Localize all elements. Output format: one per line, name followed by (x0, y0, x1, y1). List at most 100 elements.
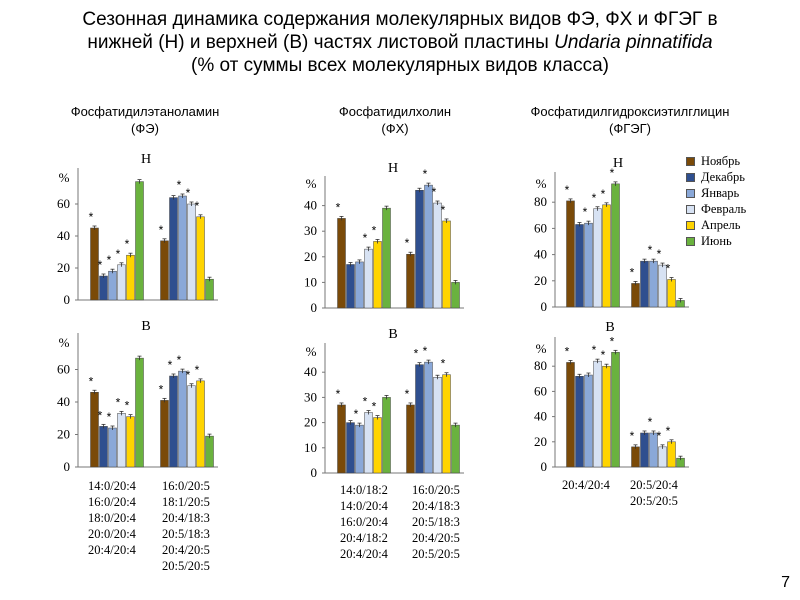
significance-asterisk: * (125, 237, 130, 251)
section-header-pe-name: Фосфатидилэтаноламин (70, 104, 220, 119)
significance-asterisk: * (423, 344, 428, 358)
significance-asterisk: * (610, 334, 615, 348)
legend-item: Январь (686, 185, 746, 201)
bar (593, 360, 602, 468)
bar (178, 195, 187, 301)
significance-asterisk: * (630, 429, 635, 443)
significance-asterisk: * (107, 410, 112, 424)
category-label-line: 16:0/20:5 (412, 483, 460, 497)
significance-asterisk: * (583, 205, 588, 219)
bar (406, 404, 415, 474)
bar (196, 216, 205, 301)
y-tick-label: 40 (304, 198, 317, 213)
significance-asterisk: * (195, 363, 200, 377)
bar (433, 376, 442, 474)
category-label-line: 14:0/20:4 (340, 499, 388, 513)
category-label-line: 20:4/20:4 (340, 547, 388, 561)
bar (90, 392, 99, 468)
legend-label: Июнь (701, 233, 732, 248)
bar (575, 224, 584, 308)
bar (631, 446, 640, 468)
bar (667, 279, 676, 308)
significance-asterisk: * (565, 344, 570, 358)
significance-asterisk: * (125, 399, 130, 413)
section-header-dghe-abbr: (ФГЭГ) (609, 121, 651, 136)
bar (178, 370, 187, 468)
category-label-line: 20:4/18:3 (412, 499, 460, 513)
category-label-line: 20:5/20:5 (412, 547, 460, 561)
category-label-line: 14:0/18:2 (340, 483, 388, 497)
significance-asterisk: * (432, 185, 437, 199)
bar (364, 412, 373, 474)
significance-asterisk: * (372, 223, 377, 237)
title-line-2-text: нижней (Н) и верхней (В) частях листовой… (87, 32, 549, 53)
bar (99, 426, 108, 468)
y-axis-label: % (59, 170, 70, 185)
bar (160, 400, 169, 468)
bar (415, 189, 424, 309)
significance-asterisk: * (414, 347, 419, 361)
significance-asterisk: * (195, 199, 200, 213)
bar (433, 202, 442, 309)
y-tick-label: 20 (304, 249, 317, 264)
legend-item: Апрель (686, 217, 746, 233)
significance-asterisk: * (630, 265, 635, 279)
category-label-line: 20:5/20:5 (630, 494, 678, 508)
significance-asterisk: * (666, 424, 671, 438)
category-label-line: 20:4/20:4 (88, 543, 136, 557)
bar (364, 248, 373, 309)
bar (611, 352, 620, 468)
bar (346, 264, 355, 309)
bar (373, 241, 382, 309)
significance-asterisk: * (405, 236, 410, 250)
y-tick-label: 10 (304, 440, 317, 455)
bar (424, 361, 433, 474)
bar (575, 376, 584, 468)
bar (584, 374, 593, 468)
bar (584, 222, 593, 308)
bar (196, 380, 205, 468)
y-tick-label: 0 (541, 459, 548, 474)
legend-label: Январь (701, 185, 740, 200)
y-tick-label: 40 (57, 228, 70, 243)
bar (424, 184, 433, 309)
legend-label: Ноябрь (701, 153, 741, 168)
y-tick-label: 40 (304, 364, 317, 379)
bar (602, 204, 611, 308)
bar (108, 270, 117, 301)
title-line-2: нижней (Н) и верхней (В) частях листовой… (0, 31, 800, 54)
y-axis-label: % (59, 335, 70, 350)
category-label-line: 16:0/20:5 (162, 479, 210, 493)
legend-swatch (686, 172, 695, 182)
significance-asterisk: * (657, 429, 662, 443)
legend-swatch (686, 156, 695, 166)
significance-asterisk: * (159, 382, 164, 396)
significance-asterisk: * (592, 191, 597, 205)
pc-category-2-labels: 16:0/20:5 20:4/18:3 20:5/18:3 20:4/20:5 20:5… (412, 482, 460, 562)
y-tick-label: 60 (57, 196, 70, 211)
panel-title: В (388, 327, 397, 342)
title-line-3: (% от суммы всех молекулярных видов клас… (191, 55, 609, 76)
slide-title: Сезонная динамика содержания молекулярны… (0, 8, 800, 77)
y-tick-label: 80 (534, 358, 547, 373)
significance-asterisk: * (98, 408, 103, 422)
legend-swatch (686, 204, 695, 214)
y-tick-label: 20 (304, 415, 317, 430)
bar (169, 375, 178, 468)
y-tick-label: 0 (311, 300, 318, 315)
y-axis-label: % (536, 176, 547, 191)
significance-asterisk: * (89, 210, 94, 224)
dghe-category-2-labels: 20:5/20:4 20:5/20:5 (630, 477, 678, 509)
section-header-pc-name: Фосфатидилхолин (338, 104, 452, 119)
bar (355, 261, 364, 309)
y-tick-label: 0 (311, 465, 318, 480)
y-tick-label: 20 (57, 260, 70, 275)
significance-asterisk: * (168, 358, 173, 372)
significance-asterisk: * (186, 186, 191, 200)
y-tick-label: 0 (64, 292, 71, 307)
category-label-line: 20:4/20:4 (562, 478, 610, 492)
legend-label: Апрель (701, 217, 741, 232)
legend-swatch (686, 220, 695, 230)
section-header-dghe: Фосфатидилгидроксиэтилглицин (ФГЭГ) (500, 103, 760, 137)
category-label-line: 20:5/20:4 (630, 478, 678, 492)
